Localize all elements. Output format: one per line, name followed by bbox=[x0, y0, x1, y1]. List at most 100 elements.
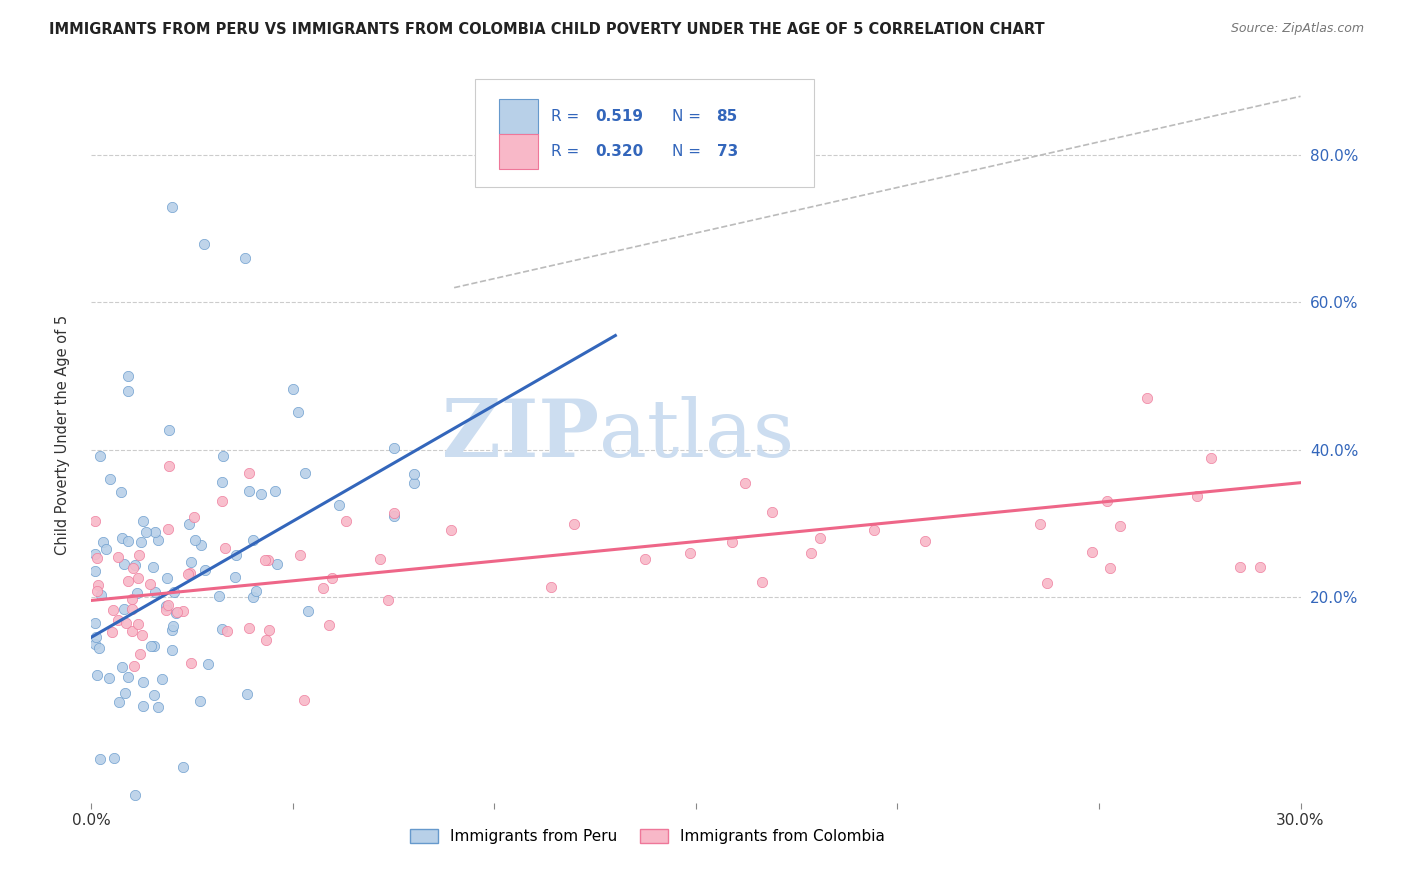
Point bbox=[131, 699, 153, 714]
Point bbox=[800, 546, 823, 560]
Point bbox=[377, 593, 399, 607]
Point bbox=[121, 601, 143, 615]
Point bbox=[124, 558, 146, 572]
Point bbox=[172, 604, 194, 618]
Point bbox=[132, 675, 155, 690]
Point bbox=[156, 571, 179, 585]
Point bbox=[89, 450, 111, 464]
Point bbox=[288, 549, 311, 563]
Point bbox=[146, 533, 169, 548]
Point bbox=[808, 531, 831, 545]
Point bbox=[734, 476, 756, 491]
Point bbox=[177, 517, 200, 532]
Point bbox=[721, 535, 744, 549]
Point bbox=[128, 548, 150, 562]
Point bbox=[108, 695, 131, 709]
Point bbox=[111, 660, 134, 674]
Point bbox=[110, 485, 132, 500]
Point bbox=[112, 558, 135, 572]
Text: R =: R = bbox=[551, 144, 583, 159]
Point bbox=[177, 566, 200, 581]
Point bbox=[89, 641, 111, 656]
Point bbox=[179, 566, 201, 580]
Point bbox=[129, 535, 152, 549]
Point bbox=[141, 639, 163, 653]
Point bbox=[139, 577, 162, 591]
Point bbox=[84, 615, 107, 630]
Point bbox=[214, 541, 236, 556]
Point bbox=[211, 622, 233, 636]
Point bbox=[155, 599, 177, 613]
Point bbox=[107, 549, 129, 564]
Point bbox=[156, 522, 179, 536]
Point bbox=[127, 571, 149, 585]
Point bbox=[1136, 391, 1159, 405]
Point bbox=[157, 459, 180, 474]
Point bbox=[184, 533, 207, 548]
Point bbox=[440, 524, 463, 538]
Point bbox=[266, 558, 288, 572]
Point bbox=[1109, 519, 1132, 533]
Point bbox=[131, 514, 153, 528]
Point bbox=[633, 551, 655, 566]
Point bbox=[172, 760, 194, 774]
Point bbox=[254, 632, 277, 647]
Point bbox=[86, 668, 108, 682]
Point bbox=[238, 466, 260, 480]
Point bbox=[115, 615, 138, 630]
Point bbox=[162, 619, 184, 633]
Point bbox=[89, 752, 111, 766]
Point bbox=[148, 699, 170, 714]
Point bbox=[157, 423, 180, 437]
Point bbox=[250, 487, 273, 501]
Point bbox=[100, 471, 122, 485]
Point bbox=[84, 547, 107, 561]
Bar bbox=[499, 98, 537, 134]
Point bbox=[125, 586, 148, 600]
Point bbox=[129, 647, 152, 661]
Point bbox=[256, 553, 278, 567]
Y-axis label: Child Poverty Under the Age of 5: Child Poverty Under the Age of 5 bbox=[55, 315, 70, 555]
Point bbox=[194, 563, 217, 577]
Point bbox=[86, 551, 108, 566]
Point bbox=[238, 622, 260, 636]
Bar bbox=[499, 134, 537, 169]
Point bbox=[368, 551, 391, 566]
Point bbox=[1185, 489, 1208, 503]
Point bbox=[862, 523, 884, 537]
Point bbox=[124, 789, 146, 803]
Point bbox=[233, 252, 256, 266]
Point bbox=[211, 493, 233, 508]
Point bbox=[160, 200, 183, 214]
Point bbox=[1199, 451, 1222, 466]
Point bbox=[165, 606, 187, 620]
Point bbox=[107, 613, 129, 627]
Point bbox=[117, 369, 139, 384]
Point bbox=[242, 533, 264, 547]
Point bbox=[84, 631, 107, 645]
Point bbox=[121, 624, 143, 638]
Point bbox=[264, 483, 287, 498]
Point bbox=[1249, 560, 1271, 574]
Point bbox=[382, 441, 405, 455]
Point bbox=[245, 584, 267, 599]
Point bbox=[212, 449, 235, 463]
Point bbox=[751, 574, 773, 589]
Point bbox=[321, 571, 343, 585]
Point bbox=[761, 505, 783, 519]
Point bbox=[143, 640, 166, 654]
Point bbox=[103, 602, 125, 616]
Point bbox=[1095, 494, 1118, 508]
Point bbox=[101, 625, 124, 640]
Point bbox=[141, 560, 163, 574]
Point bbox=[335, 514, 357, 528]
Point bbox=[122, 659, 145, 673]
Point bbox=[215, 624, 238, 638]
Point bbox=[180, 657, 202, 671]
Point bbox=[562, 516, 585, 531]
Point bbox=[211, 475, 233, 490]
Point bbox=[166, 605, 188, 619]
Point bbox=[208, 590, 231, 604]
Point bbox=[117, 533, 139, 548]
Point bbox=[257, 623, 280, 637]
